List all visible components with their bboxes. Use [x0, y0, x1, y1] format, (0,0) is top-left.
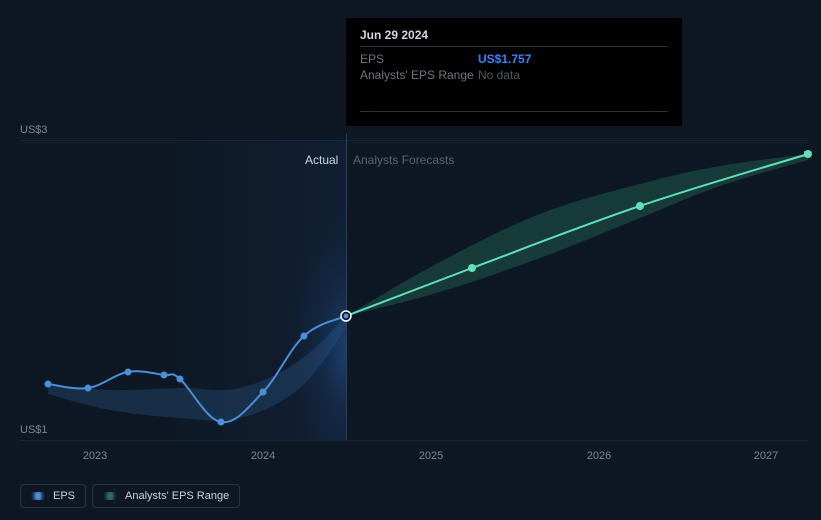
eps-actual-marker[interactable] [218, 419, 225, 426]
range-forecast-area [346, 154, 808, 316]
eps-actual-marker[interactable] [301, 333, 308, 340]
x-tick-label: 2023 [83, 450, 107, 462]
legend-swatch-icon [103, 492, 117, 500]
y-gridline [20, 440, 808, 441]
eps-forecast-marker[interactable] [636, 202, 644, 210]
tooltip-row-value: US$1.757 [478, 52, 531, 66]
tooltip-row-label: EPS [360, 52, 478, 66]
eps-actual-marker[interactable] [85, 385, 92, 392]
legend-item[interactable]: EPS [20, 484, 86, 508]
x-tick-label: 2024 [251, 450, 275, 462]
range-actual-area [48, 316, 346, 421]
eps-actual-marker[interactable] [260, 389, 267, 396]
plot-area[interactable]: US$3US$1 Actual Analysts Forecasts 20232… [20, 10, 808, 440]
tooltip-date: Jun 29 2024 [360, 28, 668, 42]
x-tick-label: 2025 [419, 450, 443, 462]
eps-actual-marker[interactable] [125, 369, 132, 376]
hover-tooltip: Jun 29 2024 EPSUS$1.757Analysts' EPS Ran… [346, 18, 682, 126]
tooltip-row-value: No data [478, 68, 520, 82]
eps-forecast-marker[interactable] [468, 264, 476, 272]
tooltip-row: Analysts' EPS RangeNo data [360, 67, 668, 83]
eps-actual-marker[interactable] [161, 372, 168, 379]
eps-actual-marker[interactable] [45, 381, 52, 388]
legend-label: EPS [53, 490, 75, 502]
x-tick-label: 2027 [754, 450, 778, 462]
eps-actual-marker[interactable] [177, 376, 184, 383]
legend-swatch-icon [31, 492, 45, 500]
legend: EPS Analysts' EPS Range [20, 484, 240, 508]
tooltip-row: EPSUS$1.757 [360, 51, 668, 67]
legend-item[interactable]: Analysts' EPS Range [92, 484, 240, 508]
tooltip-row-label: Analysts' EPS Range [360, 68, 478, 82]
selected-point-dot [344, 314, 349, 319]
eps-chart: US$3US$1 Actual Analysts Forecasts 20232… [0, 0, 821, 520]
legend-label: Analysts' EPS Range [125, 490, 229, 502]
x-tick-label: 2026 [587, 450, 611, 462]
